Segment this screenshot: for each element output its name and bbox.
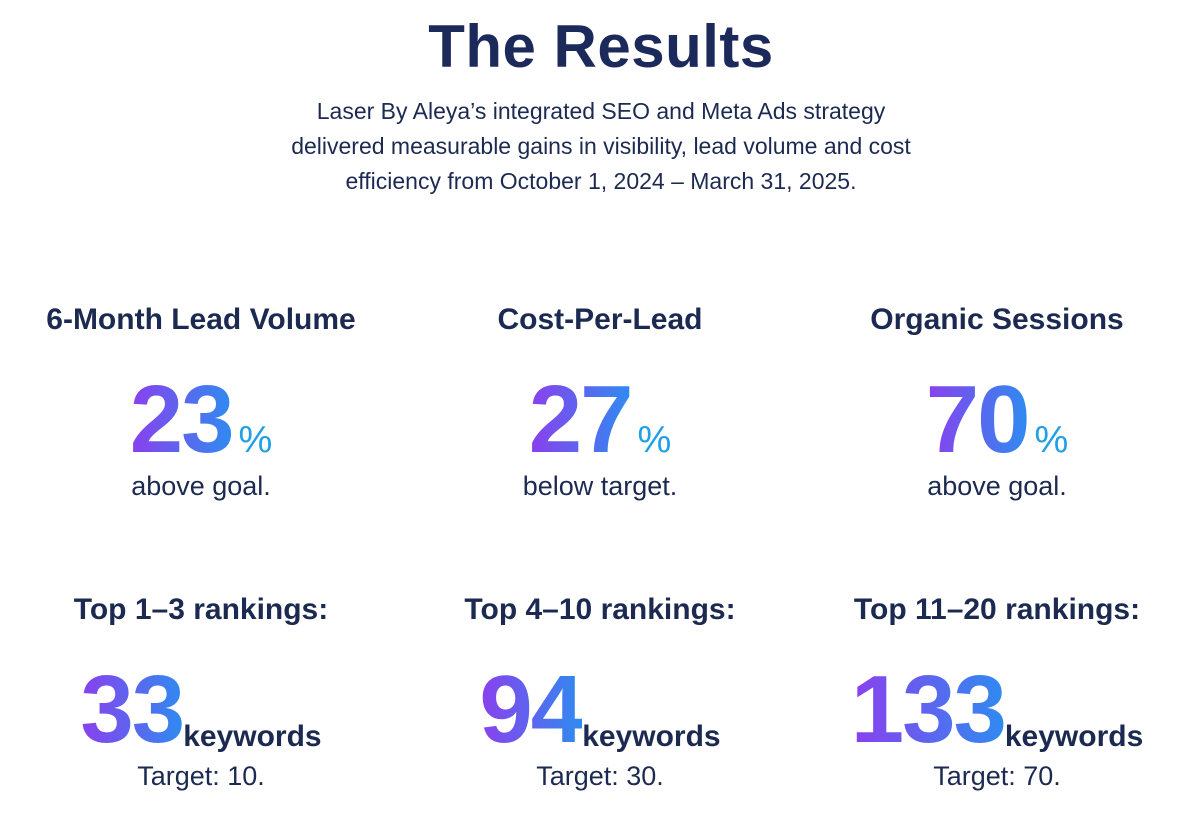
stat-column: Cost-Per-Lead 27% below target. bbox=[400, 300, 800, 504]
intro: Laser By Aleya’s integrated SEO and Meta… bbox=[291, 98, 911, 194]
stat-value: 33 bbox=[80, 656, 185, 763]
stat-figure: 33 keywords bbox=[1, 658, 401, 758]
stat-unit: % bbox=[637, 419, 672, 461]
stat-value: 133 bbox=[850, 656, 1007, 763]
stat-unit: keywords bbox=[1004, 720, 1144, 753]
stat-figure: 94 keywords bbox=[400, 658, 800, 758]
stat-figure: 133 keywords bbox=[797, 658, 1197, 758]
stat-note: below target. bbox=[522, 471, 678, 501]
stat-label: Organic Sessions bbox=[870, 303, 1124, 336]
stat-note: above goal. bbox=[131, 471, 271, 501]
stat-label: Cost-Per-Lead bbox=[497, 303, 703, 336]
stat-unit: keywords bbox=[183, 720, 322, 753]
stat-column: Organic Sessions 70% above goal. bbox=[797, 300, 1197, 504]
stat-label: 6-Month Lead Volume bbox=[46, 303, 356, 336]
stat-figure: 23% bbox=[1, 368, 401, 468]
stat-column: Top 1–3 rankings: 33 keywords Target: 10. bbox=[1, 590, 401, 794]
stat-value: 23 bbox=[129, 366, 235, 473]
stat-note: above goal. bbox=[927, 471, 1067, 501]
stat-label: Top 4–10 rankings: bbox=[464, 593, 736, 626]
stat-value: 94 bbox=[479, 656, 584, 763]
stat-note: Target: 70. bbox=[933, 761, 1061, 791]
stat-column: Top 4–10 rankings: 94 keywords Target: 30. bbox=[400, 590, 800, 794]
stat-note: Target: 10. bbox=[137, 761, 265, 791]
stat-column: 6-Month Lead Volume 23% above goal. bbox=[1, 300, 401, 504]
stat-figure: 27% bbox=[400, 368, 800, 468]
stat-unit: keywords bbox=[582, 720, 721, 753]
stat-unit: % bbox=[1034, 419, 1069, 461]
title: The Results bbox=[428, 13, 774, 80]
stat-unit: % bbox=[238, 419, 273, 461]
stat-label: Top 11–20 rankings: bbox=[853, 593, 1141, 626]
stat-column: Top 11–20 rankings: 133 keywords Target: 70… bbox=[797, 590, 1197, 794]
stat-figure: 70% bbox=[797, 368, 1197, 468]
stat-note: Target: 30. bbox=[536, 761, 664, 791]
stat-label: Top 1–3 rankings: bbox=[73, 593, 329, 626]
stat-value: 70 bbox=[925, 366, 1031, 473]
stat-value: 27 bbox=[528, 366, 634, 473]
